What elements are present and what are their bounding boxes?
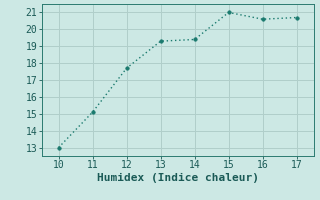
X-axis label: Humidex (Indice chaleur): Humidex (Indice chaleur) [97,173,259,183]
